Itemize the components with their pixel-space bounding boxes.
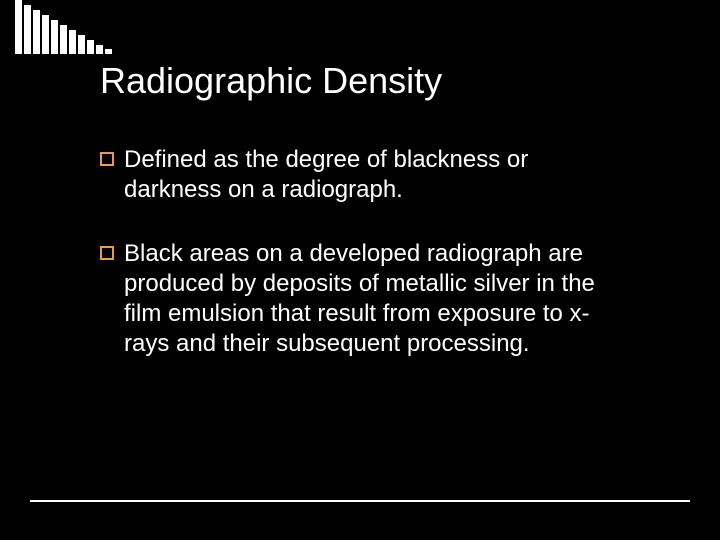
slide-content: Defined as the degree of blackness or da… — [100, 145, 630, 393]
bullet-text: Black areas on a developed radiograph ar… — [124, 239, 630, 359]
decor-bar — [69, 30, 76, 54]
decor-bar — [51, 20, 58, 54]
decor-bar — [42, 15, 49, 54]
decor-bar — [87, 40, 94, 54]
decor-bar — [60, 25, 67, 54]
slide-title: Radiographic Density — [100, 60, 660, 102]
decor-bar — [24, 5, 31, 54]
bullet-text: Defined as the degree of blackness or da… — [124, 145, 630, 205]
decor-bar — [78, 35, 85, 54]
bullet-item: Black areas on a developed radiograph ar… — [100, 239, 630, 359]
bullet-marker-icon — [100, 246, 114, 260]
bullet-marker-icon — [100, 152, 114, 166]
decor-bar — [96, 45, 103, 54]
decor-bars — [15, 0, 112, 54]
decor-bar — [15, 0, 22, 54]
bullet-item: Defined as the degree of blackness or da… — [100, 145, 630, 205]
decor-bar — [105, 49, 112, 54]
decor-bar — [33, 10, 40, 54]
slide: Radiographic Density Defined as the degr… — [0, 0, 720, 540]
footer-line — [30, 500, 690, 502]
